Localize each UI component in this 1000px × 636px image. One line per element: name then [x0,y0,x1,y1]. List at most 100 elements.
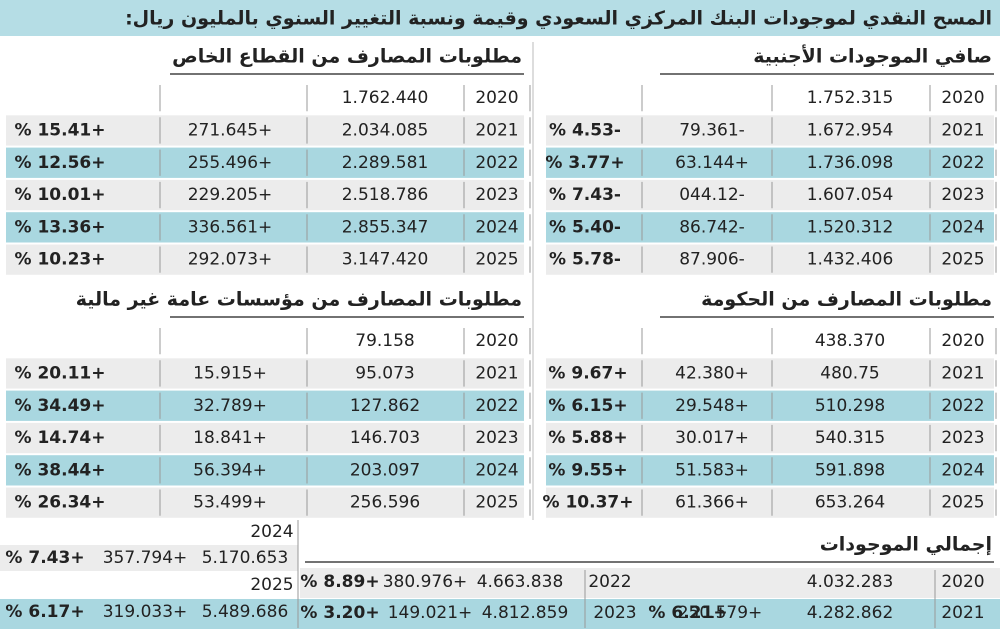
row-band [546,115,994,146]
value: 203.097 [350,460,420,480]
row-band [6,390,524,421]
percent: % 20.11+ [15,363,106,383]
value: 2.034.085 [342,120,429,140]
row-band [6,487,524,518]
row-band [546,455,994,486]
change: 271.645+ [188,120,273,140]
percent: % 12.56+ [15,153,106,173]
table-title: مطلوبات المصارف من الحكومة [701,289,992,311]
year: 2021 [475,120,518,140]
change: 30.017+ [675,428,749,448]
year: 2024 [475,460,518,480]
year: 2022 [475,396,518,416]
year: 2025 [250,575,293,595]
percent: % 9.67+ [548,363,627,383]
change: 380.976+ [383,572,468,592]
row-band [0,599,1000,629]
change: 255.496+ [188,153,273,173]
year: 2023 [941,185,984,205]
value: 1.752.315 [807,88,894,108]
change: 63.144+ [675,153,749,173]
year: 2023 [941,428,984,448]
percent: % 10.23+ [15,250,106,270]
row-band [6,212,524,243]
percent: % 15.41+ [15,120,106,140]
percent: % 6.21+ [648,603,727,623]
percent: % 34.49+ [15,396,106,416]
value: 1.607.054 [807,185,894,205]
year: 2024 [250,522,293,542]
table-title: مطلوبات المصارف من القطاع الخاص [172,46,522,68]
year: 2020 [941,331,984,351]
value: 1.432.406 [807,250,894,270]
percent: % 7.43+ [5,548,84,568]
year: 2025 [941,250,984,270]
change: 292.073+ [188,250,273,270]
value: 4.663.838 [477,572,564,592]
value: 79.158 [355,331,414,351]
value: 3.147.420 [342,250,429,270]
change: 18.841+ [193,428,267,448]
change: 32.789+ [193,396,267,416]
percent: % 26.34+ [15,493,106,513]
year: 2023 [475,185,518,205]
row-band [546,244,994,275]
year: 2022 [941,153,984,173]
value: 1.762.440 [342,88,429,108]
percent: % 10.01+ [15,185,106,205]
value: 95.073 [355,363,414,383]
year: 2021 [475,363,518,383]
change: 250.579+ [678,603,763,623]
row-band [6,244,524,275]
value: 2.289.581 [342,153,429,173]
percent: % 13.36+ [15,217,106,237]
row-band [546,422,994,454]
year: 2024 [475,217,518,237]
row-band [546,487,994,518]
year: 2021 [941,120,984,140]
row-band [6,179,524,211]
value: 1.736.098 [807,153,894,173]
change: 86.742- [679,217,745,237]
value: 127.862 [350,396,420,416]
row-band [6,455,524,486]
table-title: مطلوبات المصارف من مؤسسات عامة غير مالية [76,289,522,311]
change: 29.548+ [675,396,749,416]
percent: % 5.78- [549,250,621,270]
percent: % 38.44+ [15,460,106,480]
change: 357.794+ [103,548,188,568]
row-band [546,358,994,389]
row-band [6,115,524,146]
year: 2024 [941,460,984,480]
page-title: المسح النقدي لموجودات البنك المركزي السع… [125,8,992,31]
value: 438.370 [815,331,885,351]
year: 2023 [593,603,636,623]
value: 4.282.862 [807,603,894,623]
row-band [0,545,298,571]
change: 87.906- [679,250,745,270]
percent: % 10.37+ [543,493,634,513]
year: 2021 [941,603,984,623]
percent: % 6.15+ [548,396,627,416]
change: 53.499+ [193,493,267,513]
percent: % 14.74+ [15,428,106,448]
year: 2025 [475,493,518,513]
percent: % 4.53- [549,120,621,140]
change: 79.361- [679,120,745,140]
value: 653.264 [815,493,885,513]
year: 2025 [475,250,518,270]
year: 2023 [475,428,518,448]
total-title: إجمالي الموجودات [820,534,992,556]
value: 4.812.859 [482,603,569,623]
percent: % 8.89+ [300,572,379,592]
change: 336.561+ [188,217,273,237]
value: 2.518.786 [342,185,429,205]
value: 146.703 [350,428,420,448]
percent: % 6.17+ [5,602,84,622]
value: 591.898 [815,460,885,480]
value: 2.855.347 [342,217,429,237]
value: 1.520.312 [807,217,894,237]
row-band [546,212,994,243]
value: 1.672.954 [807,120,894,140]
row-band [6,358,524,389]
